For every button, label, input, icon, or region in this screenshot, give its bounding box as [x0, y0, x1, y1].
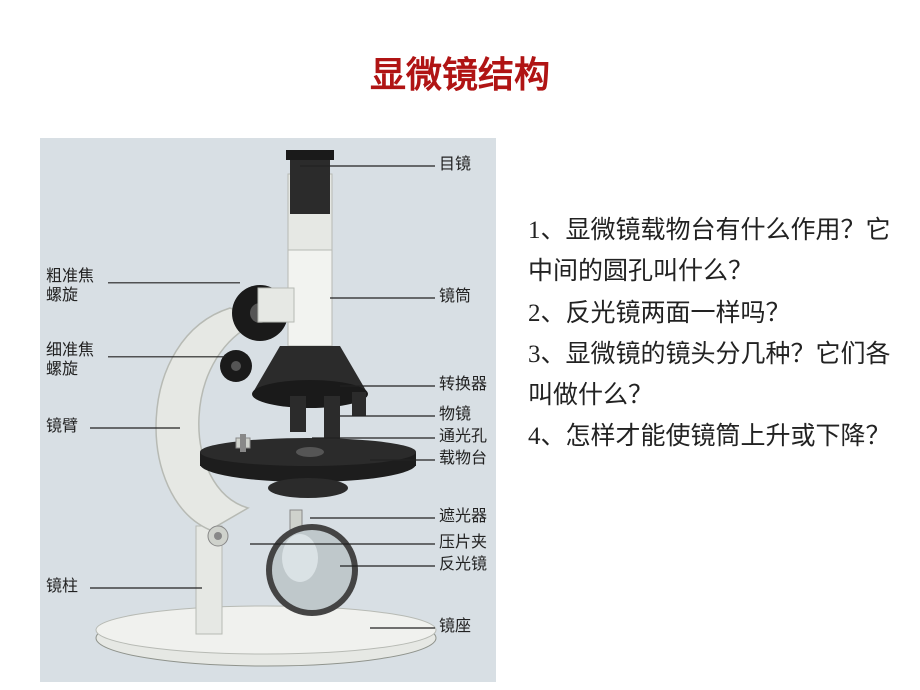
diagram-label: 遮光器 — [439, 507, 487, 526]
diagram-label: 目镜 — [439, 155, 471, 174]
diagram-label: 镜柱 — [46, 577, 78, 596]
diagram-label: 镜臂 — [46, 417, 78, 436]
page-title: 显微镜结构 — [370, 46, 550, 98]
diagram-label: 反光镜 — [439, 555, 487, 574]
diagram-label: 细准焦螺旋 — [46, 341, 94, 379]
diagram-label: 物镜 — [439, 405, 471, 424]
label-lines — [40, 138, 496, 682]
diagram-label: 粗准焦螺旋 — [46, 267, 94, 305]
diagram-label: 通光孔 — [439, 427, 487, 446]
diagram-label: 载物台 — [439, 449, 487, 468]
question-list: 1、显微镜载物台有什么作用？它中间的圆孔叫什么？2、反光镜两面一样吗？3、显微镜… — [528, 210, 898, 458]
diagram-label: 压片夹 — [439, 533, 487, 552]
microscope-diagram: 目镜镜筒转换器物镜通光孔载物台遮光器压片夹反光镜镜座 粗准焦螺旋细准焦螺旋镜臂镜柱 — [40, 138, 496, 682]
question-item: 1、显微镜载物台有什么作用？它中间的圆孔叫什么？ — [528, 210, 898, 293]
question-item: 4、怎样才能使镜筒上升或下降？ — [528, 416, 898, 457]
question-item: 2、反光镜两面一样吗？ — [528, 293, 898, 334]
diagram-label: 镜座 — [439, 617, 471, 636]
question-item: 3、显微镜的镜头分几种？它们各叫做什么？ — [528, 334, 898, 417]
diagram-label: 镜筒 — [439, 287, 471, 306]
diagram-label: 转换器 — [439, 375, 487, 394]
